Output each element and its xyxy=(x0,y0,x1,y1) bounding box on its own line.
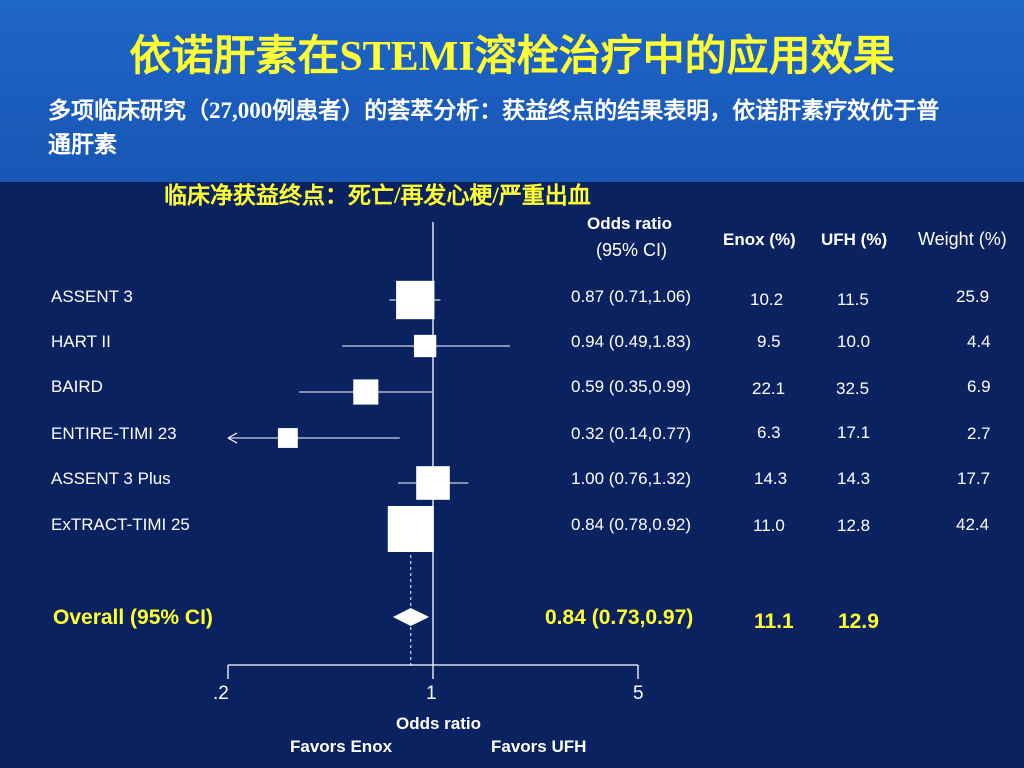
ci-arrow xyxy=(227,432,238,444)
study-enox: 22.1 xyxy=(752,379,786,398)
study-marks xyxy=(227,280,510,626)
x-tick-label: 1 xyxy=(426,683,437,704)
x-axis-label: Odds ratio xyxy=(396,714,482,733)
intro-text: 多项临床研究（27,000例患者）的荟萃分析：获益终点的结果表明，依诺肝素疗效优… xyxy=(48,98,940,157)
point-estimate-box xyxy=(416,466,450,500)
header-band xyxy=(0,0,1024,182)
study-weight: 4.4 xyxy=(967,332,991,351)
overall-label: Overall (95% CI) xyxy=(53,606,213,629)
study-ufh: 11.5 xyxy=(837,290,869,309)
study-or-ci: 0.94 (0.49,1.83) xyxy=(571,332,692,351)
point-estimate-box xyxy=(387,506,434,552)
study-name: ASSENT 3 Plus xyxy=(51,469,171,488)
study-enox: 14.3 xyxy=(754,469,788,488)
slide-title: 依诺肝素在STEMI溶栓治疗中的应用效果 xyxy=(129,34,895,80)
study-weight: 6.9 xyxy=(967,377,991,396)
x-tick-label: .2 xyxy=(213,683,229,704)
overall-or-ci: 0.84 (0.73,0.97) xyxy=(545,606,694,629)
study-ufh: 12.8 xyxy=(837,516,871,535)
or-column-title: Odds ratio xyxy=(587,214,673,233)
study-name: HART II xyxy=(51,332,111,351)
overall-enox: 11.1 xyxy=(754,610,794,633)
study-ufh: 32.5 xyxy=(836,379,870,398)
study-weight: 25.9 xyxy=(956,287,990,306)
overall-ufh: 12.9 xyxy=(838,610,879,633)
study-enox: 10.2 xyxy=(750,290,784,309)
study-ufh: 10.0 xyxy=(837,332,871,351)
ufh-column-header: UFH (%) xyxy=(821,230,888,249)
point-estimate-box xyxy=(277,428,298,448)
study-or-ci: 0.87 (0.71,1.06) xyxy=(571,287,692,306)
study-ufh: 17.1 xyxy=(837,423,871,442)
study-or-ci: 0.32 (0.14,0.77) xyxy=(571,424,692,443)
point-estimate-box xyxy=(396,280,435,320)
study-name: ExTRACT-TIMI 25 xyxy=(51,515,190,534)
study-weight: 2.7 xyxy=(967,424,991,443)
study-enox: 6.3 xyxy=(757,423,781,442)
study-name: ASSENT 3 xyxy=(51,287,133,306)
or-column-ci: (95% CI) xyxy=(596,240,668,260)
study-or-ci: 0.84 (0.78,0.92) xyxy=(571,515,692,534)
study-weight: 17.7 xyxy=(957,469,991,488)
favors-ufh-label: Favors UFH xyxy=(491,737,587,756)
favors-enox-label: Favors Enox xyxy=(290,737,393,756)
study-ufh: 14.3 xyxy=(837,469,871,488)
overall-diamond xyxy=(392,608,430,626)
point-estimate-box xyxy=(353,379,379,405)
point-estimate-box xyxy=(413,334,437,358)
study-or-ci: 0.59 (0.35,0.99) xyxy=(571,377,692,396)
study-weight: 42.4 xyxy=(956,515,990,534)
x-tick-label: 5 xyxy=(633,683,644,704)
weight-column-header: Weight (%) xyxy=(918,229,1007,249)
study-enox: 9.5 xyxy=(757,332,781,351)
study-name: ENTIRE-TIMI 23 xyxy=(51,424,177,443)
study-name: BAIRD xyxy=(51,377,103,396)
endpoint-subheading: 临床净获益终点：死亡/再发心梗/严重出血 xyxy=(164,183,591,208)
enox-column-header: Enox (%) xyxy=(723,230,796,249)
study-enox: 11.0 xyxy=(753,516,785,535)
study-or-ci: 1.00 (0.76,1.32) xyxy=(571,469,692,488)
